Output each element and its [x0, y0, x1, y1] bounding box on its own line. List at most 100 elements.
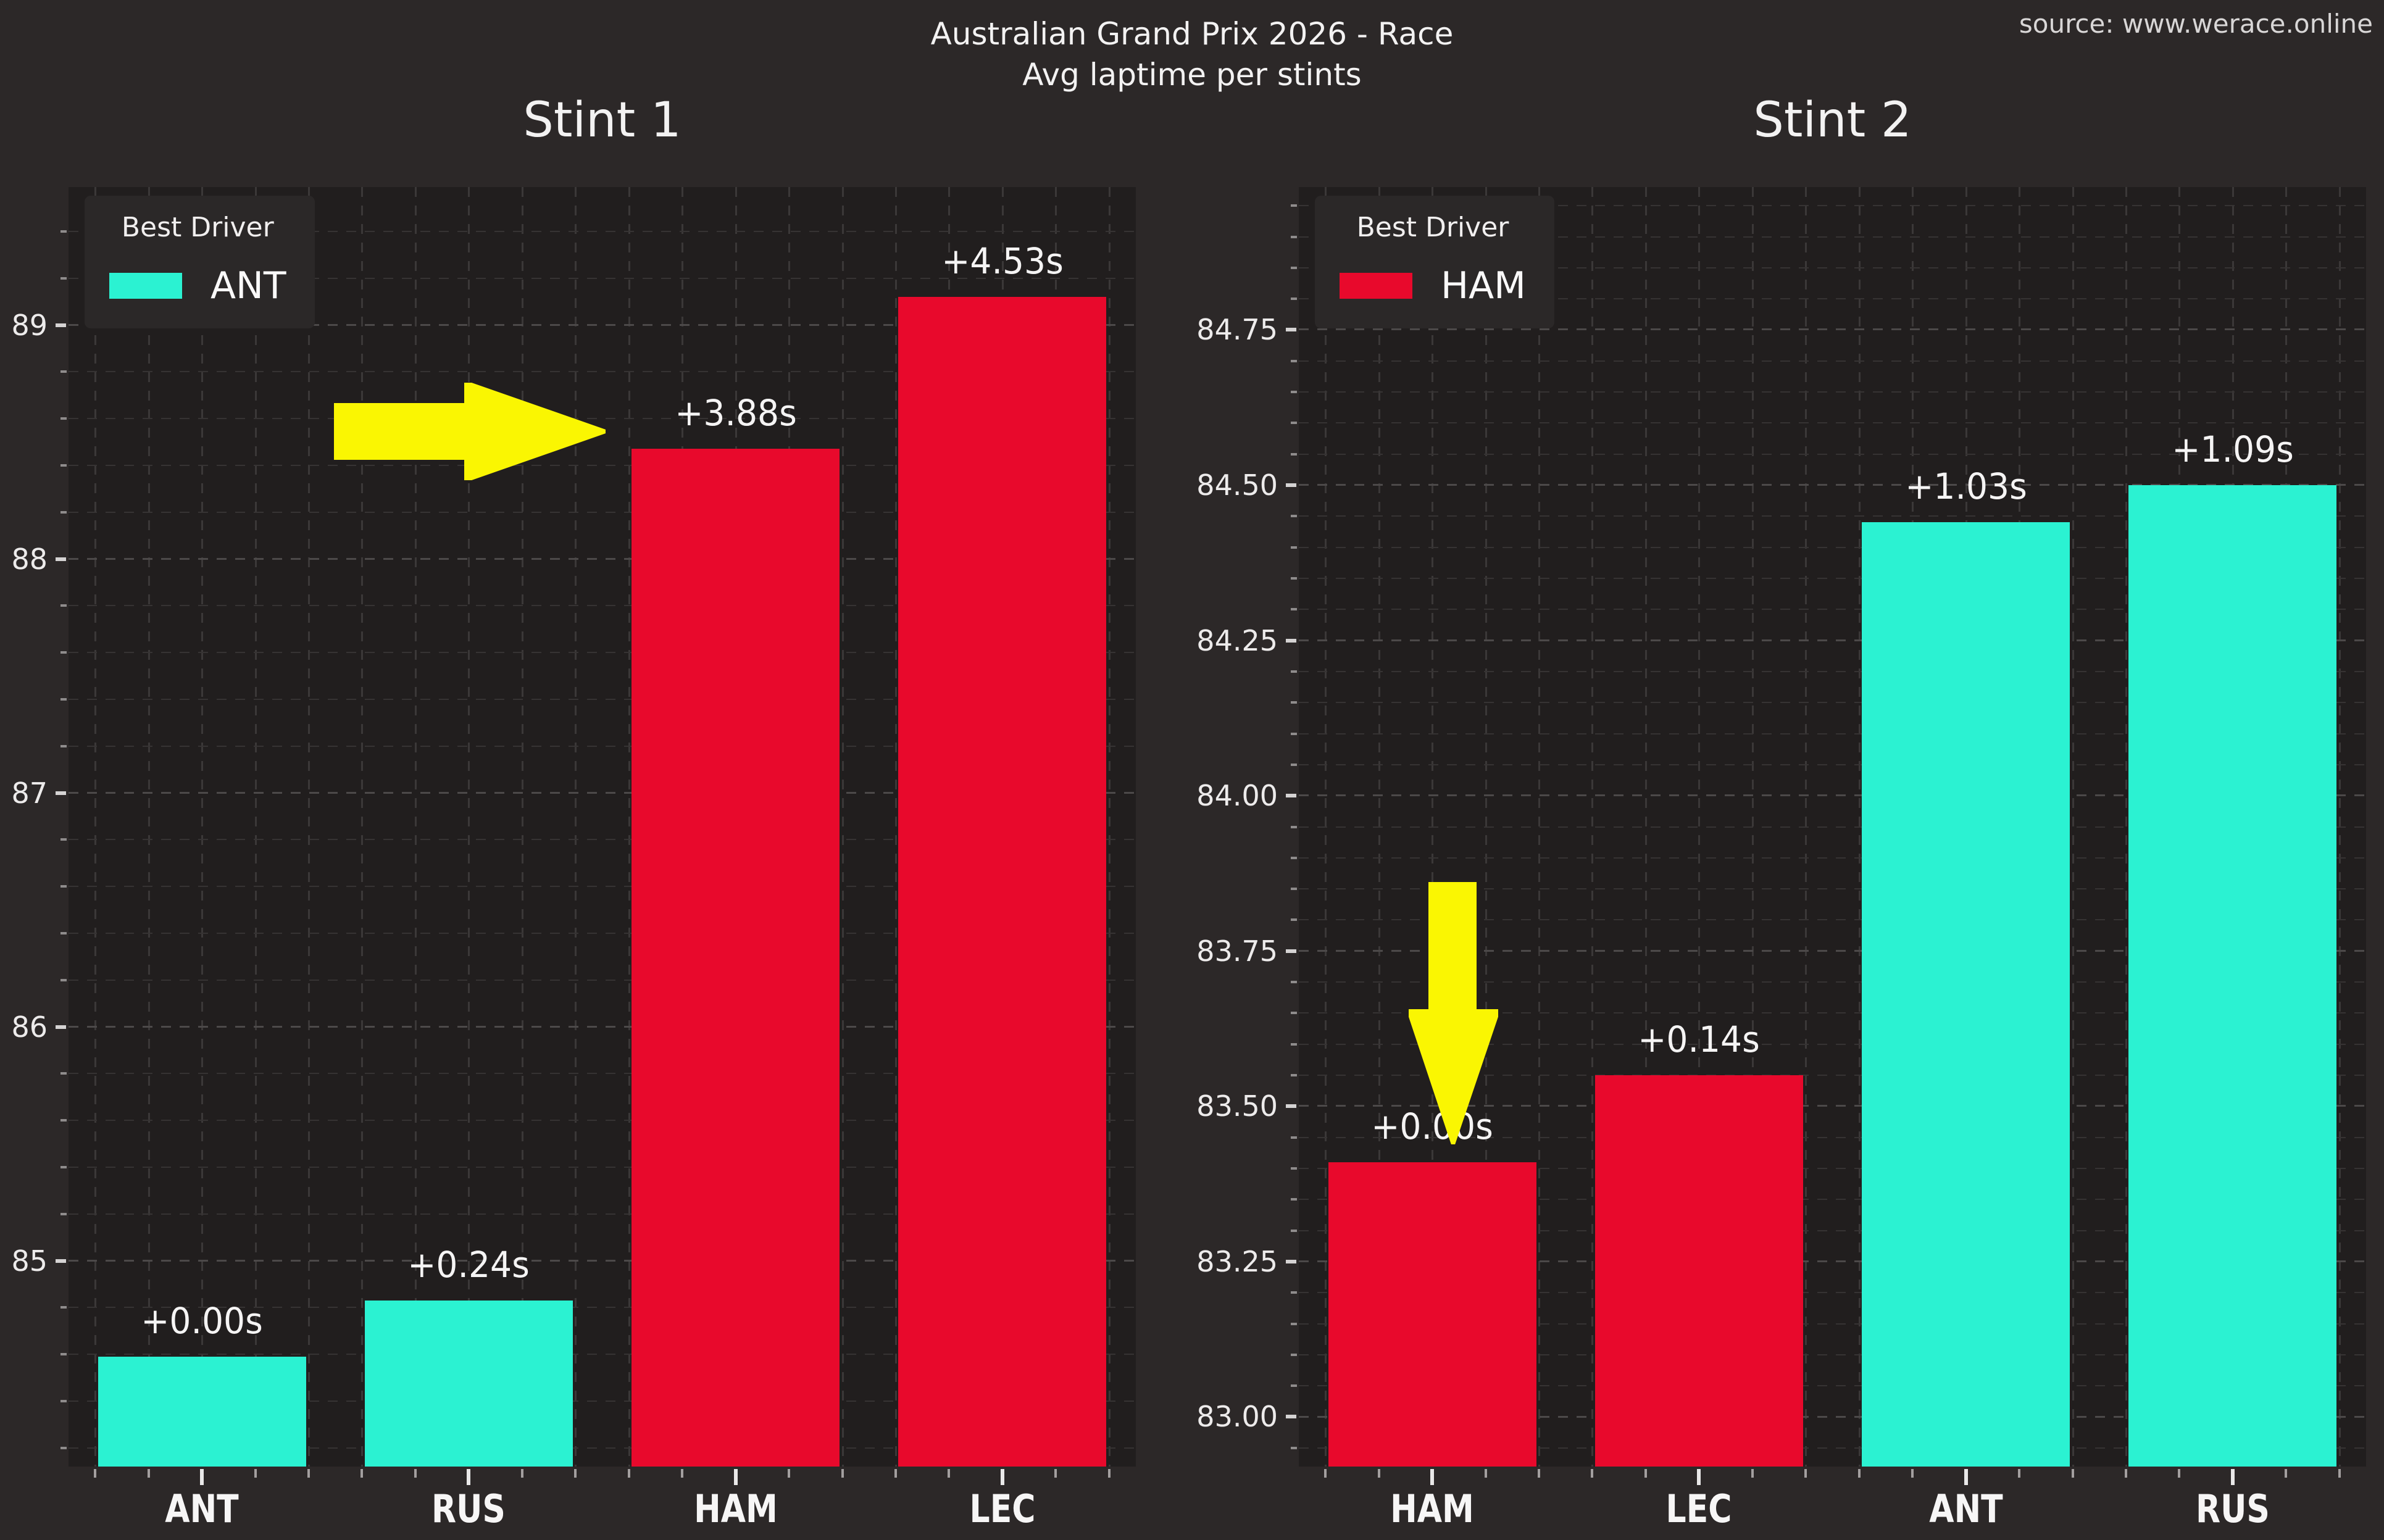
y-major-tick [1286, 949, 1296, 953]
vertical-gridline [894, 187, 897, 1467]
bar-value-label: +0.00s [141, 1299, 263, 1342]
minor-gridline [69, 1400, 1136, 1402]
minor-gridline [1299, 919, 2366, 921]
bar-ANT [98, 1356, 306, 1467]
y-minor-tick [1291, 888, 1297, 891]
x-major-tick [1697, 1469, 1701, 1485]
minor-gridline [69, 605, 1136, 607]
legend-entry: HAM [1340, 264, 1526, 307]
stint-1-grid [69, 187, 1136, 1467]
x-minor-tick [1911, 1469, 1914, 1478]
y-minor-tick [60, 1212, 67, 1215]
y-major-tick [1286, 1104, 1296, 1109]
x-major-tick [733, 1469, 738, 1485]
x-minor-tick [2071, 1469, 2074, 1478]
x-minor-tick [1054, 1469, 1057, 1478]
minor-gridline [1299, 515, 2366, 517]
major-gridline [69, 1259, 1136, 1262]
minor-gridline [69, 231, 1136, 233]
minor-gridline [1299, 577, 2366, 579]
x-minor-tick [788, 1469, 791, 1478]
vertical-gridline [628, 187, 630, 1467]
major-gridline [1299, 949, 2366, 952]
vertical-gridline [841, 187, 844, 1467]
x-minor-tick [574, 1469, 577, 1478]
arrow-right-icon [334, 383, 606, 480]
y-minor-tick [1291, 515, 1297, 518]
minor-gridline [1299, 236, 2366, 238]
x-minor-tick [948, 1469, 951, 1478]
chart-title-line1: Australian Grand Prix 2026 - Race [930, 16, 1454, 52]
legend-color-swatch [109, 273, 182, 299]
y-minor-tick [1291, 204, 1297, 207]
y-minor-tick [1291, 608, 1297, 611]
bar-LEC [1594, 1075, 1803, 1467]
y-minor-tick [1291, 359, 1297, 362]
y-minor-tick [1291, 576, 1297, 580]
minor-gridline [1299, 764, 2366, 765]
major-gridline [1299, 794, 2366, 797]
x-minor-tick [1484, 1469, 1487, 1478]
legend-driver-label: HAM [1441, 264, 1526, 307]
minor-gridline [69, 1307, 1136, 1309]
y-minor-tick [1291, 1136, 1297, 1139]
y-minor-tick [1291, 391, 1297, 394]
x-axis-label-RUS: RUS [431, 1486, 506, 1531]
y-minor-tick [60, 230, 67, 233]
minor-gridline [1299, 1012, 2366, 1014]
y-axis-tick-label: 84.75 [1196, 313, 1278, 347]
y-minor-tick [1291, 235, 1297, 238]
y-minor-tick [1291, 452, 1297, 456]
legend-title: Best Driver [121, 212, 274, 243]
minor-gridline [1299, 1292, 2366, 1294]
x-minor-tick [894, 1469, 897, 1478]
x-major-tick [200, 1469, 204, 1485]
bar-HAM [1328, 1162, 1536, 1467]
minor-gridline [1299, 267, 2366, 268]
x-minor-tick [414, 1469, 417, 1478]
y-minor-tick [1291, 298, 1297, 301]
y-minor-tick [1291, 422, 1297, 425]
y-minor-tick [1291, 670, 1297, 673]
legend-title: Best Driver [1356, 212, 1509, 243]
y-axis-tick-label: 84.00 [1196, 779, 1278, 813]
x-minor-tick [94, 1469, 97, 1478]
x-minor-tick [2285, 1469, 2288, 1478]
y-minor-tick [1291, 732, 1297, 735]
x-minor-tick [1324, 1469, 1327, 1478]
x-major-tick [467, 1469, 471, 1485]
x-minor-tick [1538, 1469, 1541, 1478]
y-minor-tick [60, 931, 67, 934]
x-minor-tick [681, 1469, 684, 1478]
stint-1-plot: +0.00s ANT +0.24s RUS +3.88s HAM +4.53s LEC 85 86… [11, 187, 1136, 1531]
major-gridline [1299, 1415, 2366, 1418]
x-minor-tick [2018, 1469, 2021, 1478]
vertical-gridline [361, 187, 364, 1467]
minor-gridline [69, 886, 1136, 888]
y-minor-tick [60, 838, 67, 841]
bar-RUS [364, 1300, 573, 1467]
bar-HAM [631, 449, 840, 1467]
x-minor-tick [1377, 1469, 1380, 1478]
y-minor-tick [60, 744, 67, 747]
y-minor-tick [1291, 1384, 1297, 1388]
arrow-down-icon [1409, 882, 1498, 1144]
minor-gridline [69, 652, 1136, 654]
minor-gridline [1299, 826, 2366, 828]
y-minor-tick [1291, 1291, 1297, 1294]
x-minor-tick [2178, 1469, 2181, 1478]
major-gridline [1299, 1105, 2366, 1107]
minor-gridline [1299, 1167, 2366, 1169]
vertical-gridline [414, 187, 417, 1467]
x-minor-tick [1804, 1469, 1807, 1478]
y-axis-tick-label: 84.25 [1196, 623, 1278, 657]
y-minor-tick [60, 370, 67, 373]
y-minor-tick [1291, 1074, 1297, 1077]
minor-gridline [69, 1120, 1136, 1122]
legend-driver-label: ANT [210, 264, 286, 307]
x-minor-tick [841, 1469, 844, 1478]
minor-gridline [1299, 1230, 2366, 1231]
major-gridline [69, 1025, 1136, 1028]
minor-gridline [69, 418, 1136, 420]
minor-gridline [69, 979, 1136, 981]
